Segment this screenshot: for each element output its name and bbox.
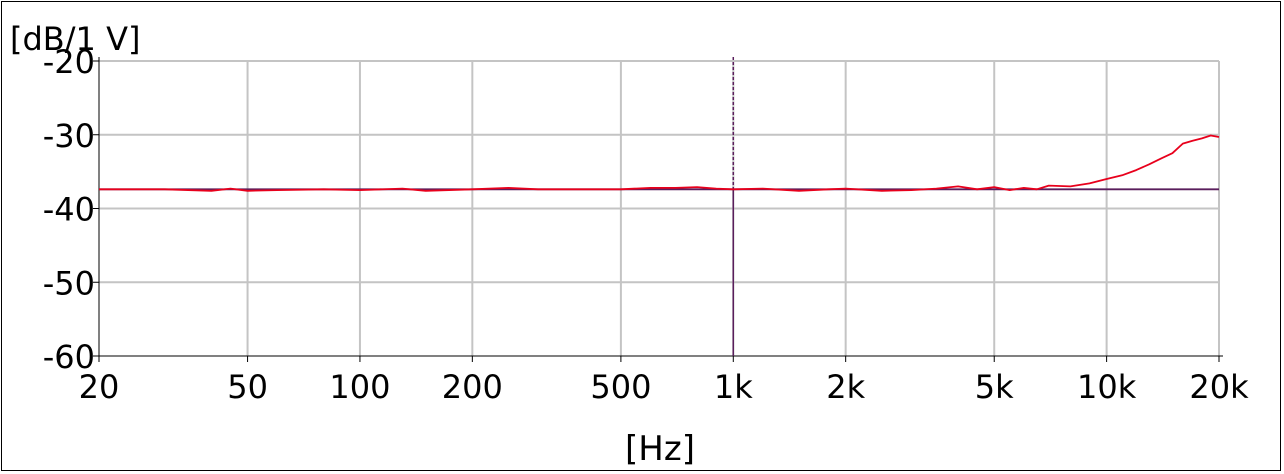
y-tick-label: -20 [43,43,95,81]
series-line [99,134,1220,192]
x-tick-label: 500 [590,368,651,406]
y-tick-label: -30 [43,117,95,155]
x-tick-label: 20k [1189,368,1249,406]
axis-layer [98,57,1223,357]
label-layer: 20 50 100 200 500 1k 2k 5k 10k 20k -20 -30 -40 -50 -60 [43,43,1249,406]
x-tick-label: 2k [826,368,865,406]
series-layer [99,134,1220,192]
x-tick-label: 20 [79,368,120,406]
cursor-layer [99,57,1219,356]
grid-layer [93,60,1220,362]
y-tick-label: -50 [43,264,95,302]
x-axis-label: [Hz] [625,429,695,469]
x-tick-label: 1k [714,368,753,406]
x-tick-label: 10k [1077,368,1137,406]
y-tick-label: -60 [43,338,95,376]
x-tick-label: 50 [227,368,268,406]
x-tick-label: 100 [329,368,390,406]
x-tick-label: 5k [975,368,1014,406]
x-tick-label: 200 [442,368,503,406]
y-tick-label: -40 [43,191,95,229]
y-axis-label: [dB/1 V] [10,20,140,58]
